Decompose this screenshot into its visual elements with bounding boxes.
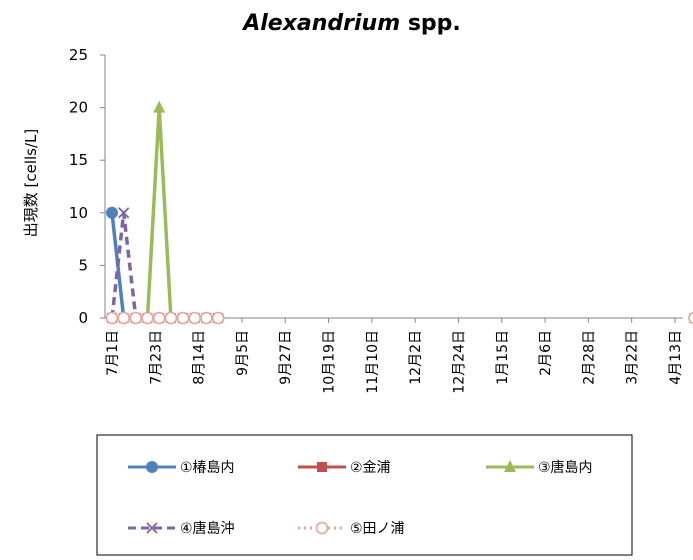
data-point [189,313,200,324]
x-tick-label: 7月1日 [105,330,121,376]
x-tick-label: 3月22日 [625,330,641,385]
data-point [165,313,176,324]
y-tick-label: 15 [69,151,88,169]
legend: ①椿島内 ②金浦 ③唐島内 ④唐島沖 ⑤田ノ浦 [97,435,632,555]
x-tick-label: 11月10日 [365,330,381,394]
legend-marker [146,461,158,473]
legend-marker [317,462,327,472]
data-point [153,101,165,113]
series-layer [106,101,693,324]
x-tick-label: 1月15日 [495,330,511,385]
legend-label: ④唐島沖 [180,520,235,537]
legend-label: ⑤田ノ浦 [350,521,405,537]
x-tick-label: 8月14日 [192,330,208,385]
y-tick-label: 25 [69,46,88,64]
x-tick-label: 9月5日 [235,330,251,376]
axes [100,55,683,323]
legend-label: ①椿島内 [180,460,235,476]
data-point [130,313,141,324]
data-point [213,313,224,324]
x-tick-label: 10月19日 [322,330,338,394]
x-tick-label: 7月23日 [148,330,164,385]
data-point [106,207,118,219]
legend-marker [317,523,328,534]
y-tick-labels: 0 5 10 15 20 25 [69,46,88,327]
chart-title: Alexandrium spp. [241,11,461,36]
legend-label: ③唐島内 [538,459,593,476]
x-tick-label: 12月24日 [451,330,467,394]
y-tick-label: 20 [69,99,88,117]
data-point [118,313,129,324]
series-line [148,108,171,318]
legend-frame [97,435,632,555]
data-point [689,313,693,324]
y-tick-label: 10 [69,204,88,222]
legend-label: ②金浦 [350,460,391,476]
data-point [178,313,189,324]
y-tick-label: 5 [78,256,88,274]
series-4 [112,208,136,318]
data-point [154,313,165,324]
data-point [201,313,212,324]
chart-title-rest: spp. [400,11,461,36]
chart-title-italic: Alexandrium [241,11,400,36]
x-tick-label: 12月2日 [408,330,424,385]
x-tick-label: 2月28日 [581,330,597,385]
x-tick-labels: 7月1日 7月23日 8月14日 9月5日 9月27日 10月19日 11月10日 12月2日… [105,330,684,394]
x-tick-label: 4月13日 [668,330,684,385]
y-tick-label: 0 [78,309,88,327]
data-point [142,313,153,324]
x-tick-label: 9月27日 [278,330,294,385]
series-line [112,213,136,318]
y-axis-label: 出現数 [cells/L] [22,129,40,238]
series-3 [148,101,171,318]
data-point [107,313,118,324]
x-tick-label: 2月6日 [538,330,554,376]
